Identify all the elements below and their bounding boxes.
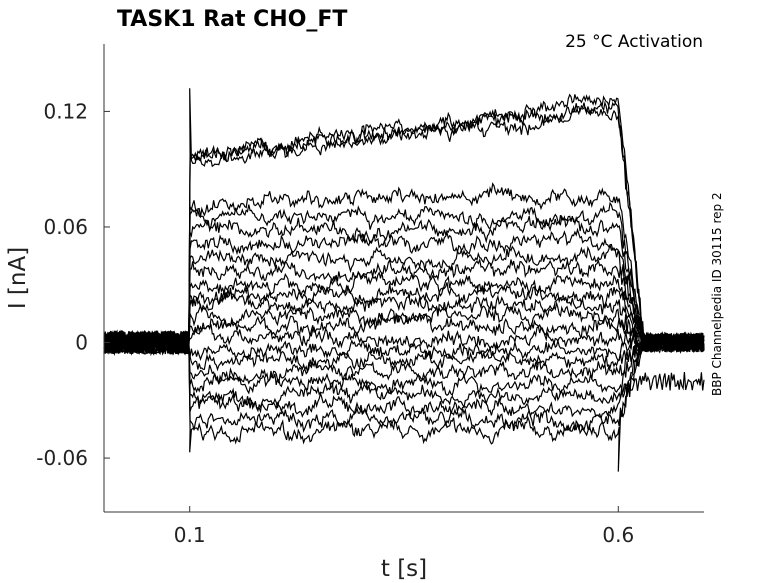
x-tick-label: 0.6 bbox=[602, 523, 634, 547]
chart-title: TASK1 Rat CHO_FT bbox=[117, 7, 347, 32]
plot-traces bbox=[103, 88, 705, 472]
condition-annotation: 25 °C Activation bbox=[565, 32, 703, 52]
current-trace-7 bbox=[103, 330, 705, 374]
current-trace-23 bbox=[103, 103, 705, 356]
current-trace-5 bbox=[103, 331, 705, 397]
axes: -0.06 0 0.06 0.12 0.1 0.6 bbox=[36, 44, 704, 547]
current-trace-15 bbox=[103, 257, 705, 356]
y-tick-label: 0 bbox=[75, 331, 88, 355]
current-trace-8 bbox=[103, 329, 705, 362]
current-trace-17 bbox=[103, 227, 705, 355]
current-trace-11 bbox=[103, 301, 705, 354]
y-tick-label: -0.06 bbox=[36, 446, 88, 470]
current-trace-3 bbox=[103, 330, 705, 420]
x-axis-label: t [s] bbox=[381, 556, 427, 582]
y-axis-label: I [nA] bbox=[5, 247, 31, 309]
current-trace-4 bbox=[103, 330, 705, 414]
current-trace-18 bbox=[103, 214, 705, 355]
current-trace-14 bbox=[103, 270, 705, 354]
current-trace-19 bbox=[103, 201, 705, 356]
y-tick-label: 0.06 bbox=[43, 215, 88, 239]
current-trace-20 bbox=[103, 182, 705, 354]
y-tick-label: 0.12 bbox=[43, 99, 88, 123]
current-trace-16 bbox=[103, 243, 705, 355]
current-trace-1 bbox=[103, 330, 705, 472]
current-trace-12 bbox=[103, 287, 705, 355]
current-trace-13 bbox=[103, 282, 705, 355]
current-trace-6 bbox=[103, 329, 705, 385]
current-trace-9 bbox=[103, 323, 705, 356]
x-tick-label: 0.1 bbox=[174, 523, 206, 547]
current-trace-22 bbox=[103, 93, 705, 355]
side-label: BBP Channelpedia ID 30115 rep 2 bbox=[710, 192, 724, 396]
current-trace-21 bbox=[103, 88, 705, 355]
current-trace-2 bbox=[103, 331, 705, 433]
